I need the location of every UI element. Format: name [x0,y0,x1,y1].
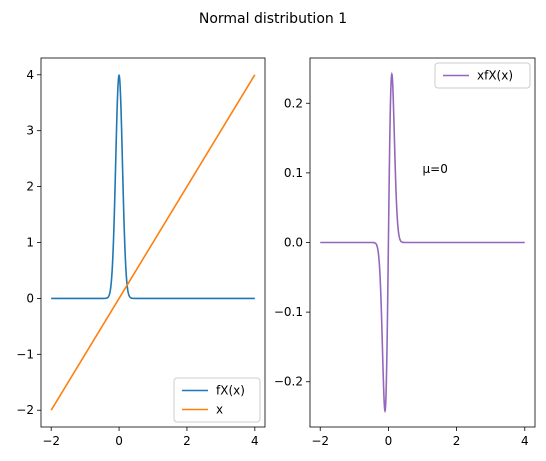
figure-title: Normal distribution 1 [199,11,347,27]
y-tick-label: −0.1 [274,305,303,319]
annotation-text: μ=0 [423,162,448,176]
legend-label: x [216,403,223,417]
left-plot: −2 0 2 4 −2 −1 0 1 2 3 4 fX(x) x [16,57,266,448]
y-tick-label: 1 [26,236,34,250]
right-plot: −2 0 2 4 −0.2 −0.1 0.0 0.1 0.2 μ=0 xfX(x) [274,57,536,448]
legend: fX(x) x [173,377,261,423]
x-tick-label: 4 [251,434,259,448]
y-tick-label: −0.2 [274,375,303,389]
y-tick-label: −1 [16,347,34,361]
y-tick-label: 0 [26,291,34,305]
y-tick-label: 2 [26,180,34,194]
legend-label: fX(x) [216,384,245,398]
x-tick-label: 2 [183,434,191,448]
x-tick-label: 0 [385,434,393,448]
legend: xfX(x) [434,62,531,89]
series-line-x [50,74,256,411]
x-tick-label: −2 [311,434,329,448]
y-tick-label: 0.1 [284,166,303,180]
series-line-fX(x) [51,73,255,300]
series-line-xfX(x) [320,71,525,414]
y-tick-label: 3 [26,124,34,138]
x-tick-label: 0 [115,434,123,448]
x-tick-label: 4 [521,434,529,448]
legend-box [173,377,261,423]
x-tick-label: 2 [453,434,461,448]
y-tick-label: 4 [26,68,34,82]
legend-box [434,62,531,89]
y-tick-label: −2 [16,403,34,417]
y-tick-label: 0.0 [284,236,303,250]
y-tick-label: 0.2 [284,96,303,110]
x-tick-label: −2 [42,434,60,448]
legend-label: xfX(x) [477,69,513,83]
